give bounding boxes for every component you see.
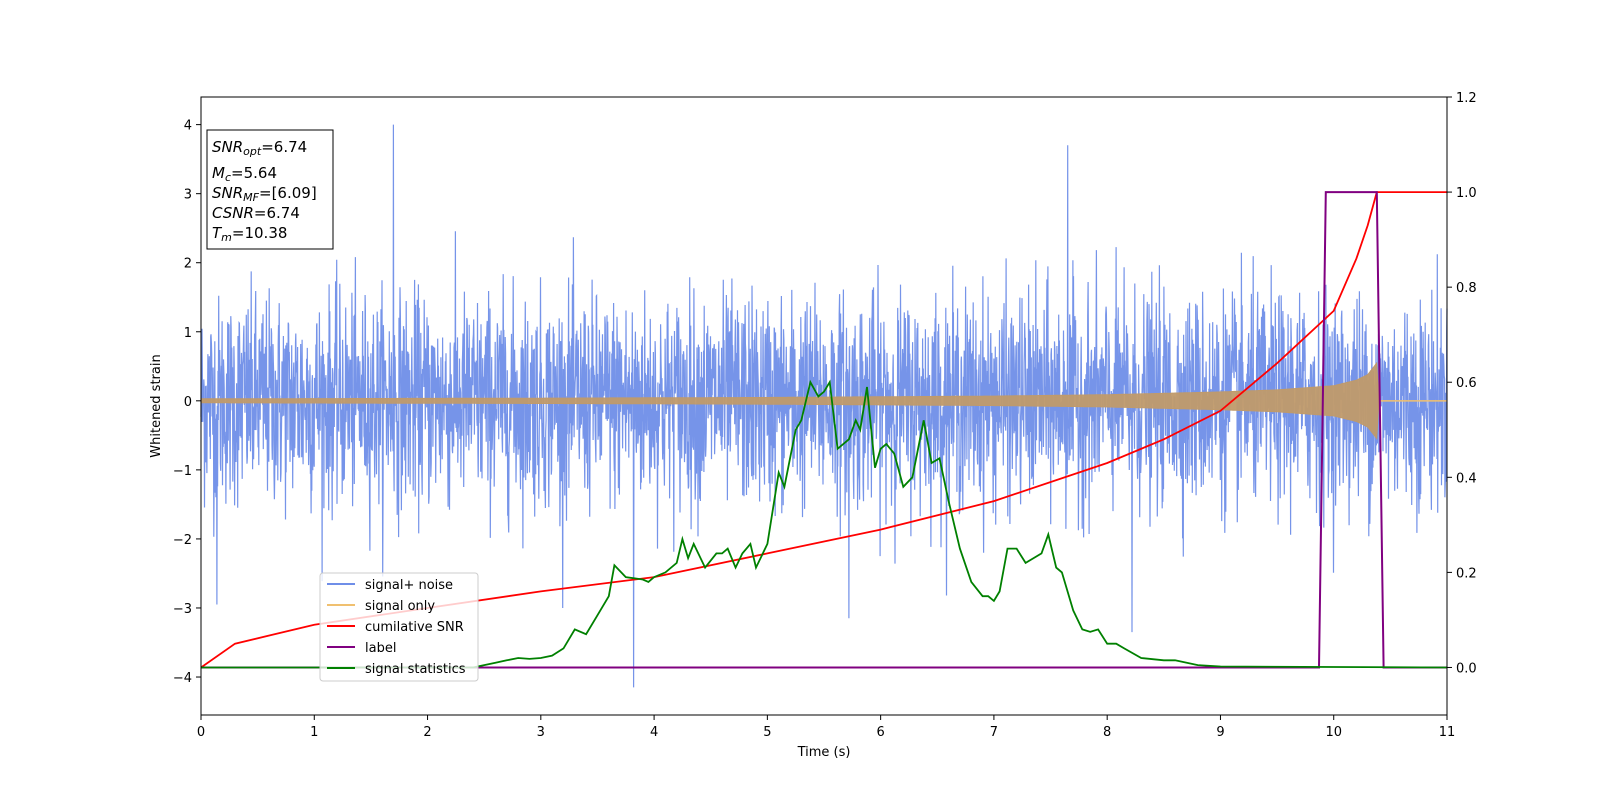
y2-tick-label: 0.6	[1456, 376, 1477, 391]
x-tick-label: 7	[990, 725, 998, 740]
y2-tick-label: 1.0	[1456, 186, 1477, 201]
x-tick-label: 1	[310, 725, 318, 740]
x-axis-label: Time (s)	[797, 745, 851, 760]
plot-frame	[200, 96, 1448, 716]
legend-label-signal-noise: signal+ noise	[365, 578, 453, 593]
series-signal-statistics	[201, 379, 1448, 669]
x-axis: 0 1 2 3 4 5 6 7 8 9 10 11	[197, 715, 1455, 740]
info-box: SNRopt=6.74 Mc=5.64 SNRMF=[6.09] CSNR=6.…	[206, 129, 334, 250]
y2-tick-label: 1.2	[1456, 91, 1477, 106]
legend-label-label: label	[365, 641, 396, 656]
y2-tick-label: 0.0	[1456, 661, 1477, 676]
x-tick-label: 0	[197, 725, 205, 740]
info-mc: Mc=5.64	[212, 164, 277, 184]
legend: signal+ noise signal only cumilative SNR…	[319, 572, 479, 682]
x-tick-label: 8	[1103, 725, 1111, 740]
y-tick-label: 3	[184, 188, 192, 203]
y2-tick-label: 0.8	[1456, 281, 1477, 296]
legend-label-signal-statistics: signal statistics	[365, 662, 466, 677]
x-tick-label: 11	[1439, 725, 1456, 740]
y-axis-left: −4 −3 −2 −1 0 1 2 3 4	[173, 119, 201, 686]
y-tick-label: 2	[184, 257, 192, 272]
y2-tick-label: 0.2	[1456, 566, 1477, 581]
legend-label-signal-only: signal only	[365, 599, 435, 614]
y-axis-label: Whitened strain	[149, 354, 164, 457]
y2-tick-label: 0.4	[1456, 471, 1477, 486]
info-csnr: CSNR=6.74	[212, 204, 300, 222]
y-tick-label: −2	[173, 533, 192, 548]
x-tick-label: 9	[1216, 725, 1224, 740]
y-tick-label: 1	[184, 326, 192, 341]
x-tick-label: 10	[1325, 725, 1342, 740]
x-tick-label: 6	[876, 725, 884, 740]
y-tick-label: −4	[173, 671, 192, 686]
y-axis-right: 0.0 0.2 0.4 0.6 0.8 1.0 1.2	[1447, 91, 1477, 676]
info-snr-opt: SNRopt=6.74	[212, 138, 307, 158]
x-tick-label: 3	[537, 725, 545, 740]
y-tick-label: −3	[173, 602, 192, 617]
x-tick-label: 5	[763, 725, 771, 740]
y-tick-label: 0	[184, 395, 192, 410]
info-tm: Tm=10.38	[212, 224, 287, 244]
y-tick-label: 4	[184, 119, 192, 134]
legend-label-cumulative-snr: cumilative SNR	[365, 620, 464, 635]
x-tick-label: 4	[650, 725, 658, 740]
x-tick-label: 2	[423, 725, 431, 740]
legend-frame	[319, 572, 479, 682]
info-box-frame	[206, 129, 334, 250]
info-snr-mf: SNRMF=[6.09]	[212, 184, 317, 204]
series-signal-noise	[200, 124, 1448, 688]
plot-area	[200, 124, 1448, 688]
y-tick-label: −1	[173, 464, 192, 479]
